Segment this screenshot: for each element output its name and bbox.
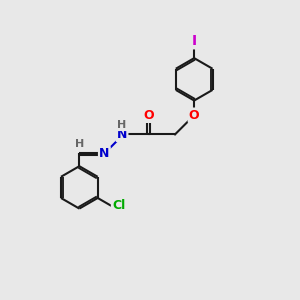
Text: Cl: Cl bbox=[112, 199, 125, 212]
Text: H: H bbox=[75, 139, 84, 149]
Text: O: O bbox=[189, 109, 200, 122]
Text: I: I bbox=[192, 34, 197, 48]
Text: N: N bbox=[99, 147, 110, 160]
Text: N: N bbox=[117, 128, 127, 141]
Text: O: O bbox=[143, 109, 154, 122]
Text: H: H bbox=[117, 120, 127, 130]
